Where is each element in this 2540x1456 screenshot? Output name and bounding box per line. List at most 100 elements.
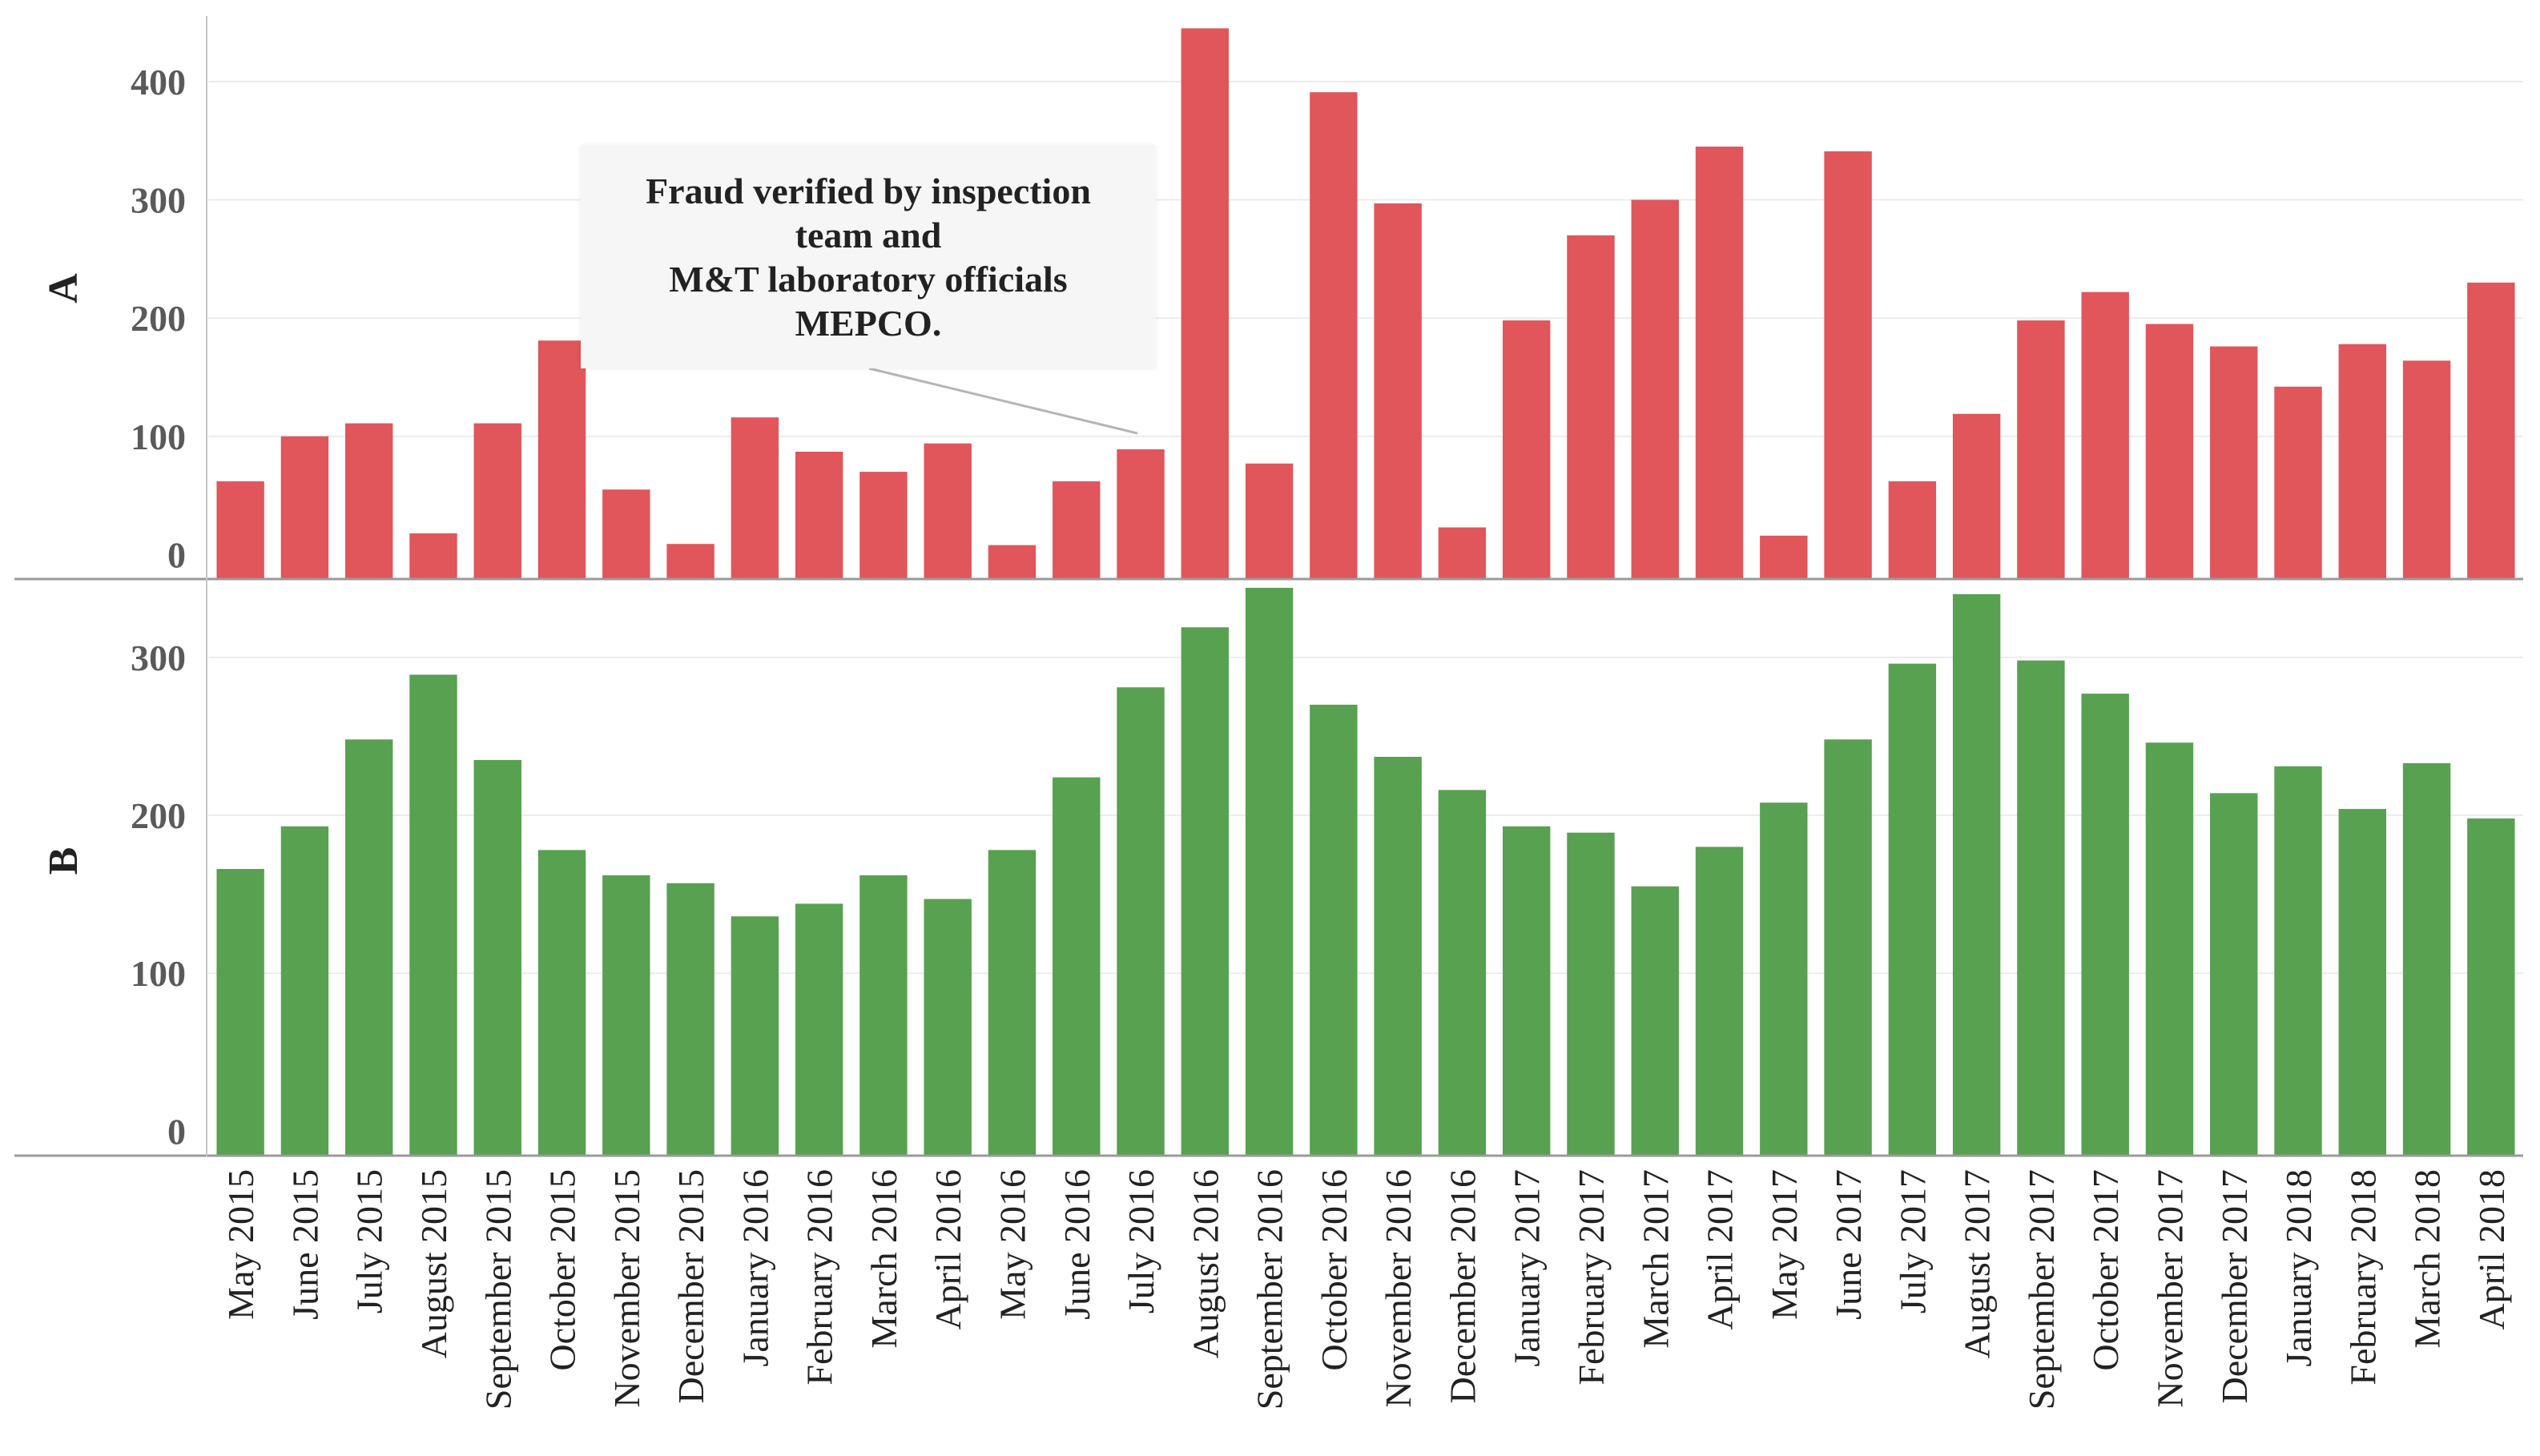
x-tick-label: January 2016 [735,1169,775,1367]
bar [537,850,586,1155]
bar [1117,687,1165,1155]
bar [2467,282,2515,578]
x-tick-label: August 2015 [413,1169,454,1358]
panel-a: 0 100 200 300 400 A [14,28,2523,581]
x-tick-label: August 2016 [1185,1169,1226,1358]
x-tick-label: May 2016 [992,1169,1033,1320]
bar [1053,481,1101,578]
bar [1374,203,1422,579]
bar [280,436,329,578]
x-tick-label: February 2017 [1571,1169,1612,1386]
bar [1502,320,1551,578]
bar [988,850,1037,1155]
bar [1310,92,1358,579]
y-tick-label: 300 [131,179,186,220]
bar [1631,199,1679,578]
bar [1245,587,1294,1155]
bar [731,417,779,578]
annotation-line-4: MEPCO. [795,303,942,344]
x-tick-label: September 2015 [477,1169,518,1410]
bar [1567,235,1615,578]
x-tick-label: December 2017 [2214,1169,2255,1404]
bar [280,826,329,1155]
x-tick-label: December 2016 [1442,1169,1483,1404]
bar [1310,704,1358,1155]
bar [2017,320,2065,578]
x-tick-label: October 2017 [2085,1169,2126,1371]
x-tick-label: January 2017 [1507,1169,1548,1367]
bar [1181,28,1230,578]
x-tick-label: April 2017 [1700,1169,1741,1330]
bar [344,423,393,578]
x-tick-label: August 2017 [1957,1169,1998,1358]
bar [409,533,457,578]
bar [1117,449,1165,578]
y-tick-label: 200 [131,298,186,339]
annotation-line-3: M&T laboratory officials [669,259,1068,300]
x-tick-label: May 2017 [1764,1169,1805,1320]
bar [2210,793,2258,1155]
x-tick-label: January 2018 [2278,1169,2319,1367]
bar [473,759,521,1155]
panel-b: 0 100 200 300 B [14,587,2523,1157]
x-tick-label: December 2015 [670,1169,711,1404]
bar [216,869,264,1155]
bar [1181,627,1230,1155]
panel-label: B [41,847,87,875]
bar [1888,481,1937,578]
bar [924,899,972,1155]
y-tick-label: 300 [131,638,186,678]
bar [216,481,264,578]
x-tick-label: February 2018 [2342,1169,2383,1386]
bar [1695,847,1744,1155]
y-tick-label: 100 [131,953,186,994]
annotation-pointer [868,367,1138,435]
annotation-line-1: Fraud verified by inspection [646,171,1091,211]
bar [2402,762,2451,1155]
x-tick-label: November 2017 [2149,1169,2190,1408]
bar [731,916,779,1155]
bar [2145,742,2194,1155]
annotation-line-2: team and [795,215,942,255]
bar [1695,147,1744,579]
bar [1760,535,1808,578]
bar [2210,346,2258,578]
x-tick-label: March 2018 [2407,1169,2448,1349]
bar [795,452,843,578]
bar [1952,413,2001,578]
bar [602,875,650,1155]
bar [666,883,715,1155]
bar [537,340,586,578]
x-tick-label: June 2015 [284,1169,325,1320]
bar [2081,694,2129,1155]
bar [2467,818,2515,1155]
panel-label: A [41,273,87,304]
panels: 0 100 200 300 400 A 0 100 200 300 B [14,16,2523,1157]
bar [2274,386,2322,578]
y-tick-label: 400 [131,62,186,103]
x-tick-label: July 2015 [349,1169,390,1313]
y-tick-label: 200 [131,795,186,836]
bar [2338,344,2387,578]
bar [666,544,715,578]
bar [1567,832,1615,1155]
x-tick-label: July 2017 [1892,1169,1933,1313]
bar [1053,777,1101,1155]
x-tick-label: April 2016 [928,1169,968,1330]
x-tick-label: February 2016 [799,1169,840,1386]
bar [2402,360,2451,578]
x-tick-label: October 2016 [1314,1169,1355,1371]
x-tick-label: May 2015 [220,1169,261,1320]
y-tick-label: 0 [167,1111,186,1152]
bar [2017,660,2065,1155]
annotation-box: Fraud verified by inspection team and M&… [581,146,1156,368]
bar [1760,802,1808,1155]
y-tick-label: 100 [131,416,186,457]
bar [1438,790,1487,1155]
x-tick-label: October 2015 [542,1169,583,1371]
bar [602,489,650,578]
x-tick-label: March 2017 [1635,1169,1676,1349]
bar [859,472,908,578]
bar [1888,663,1937,1155]
